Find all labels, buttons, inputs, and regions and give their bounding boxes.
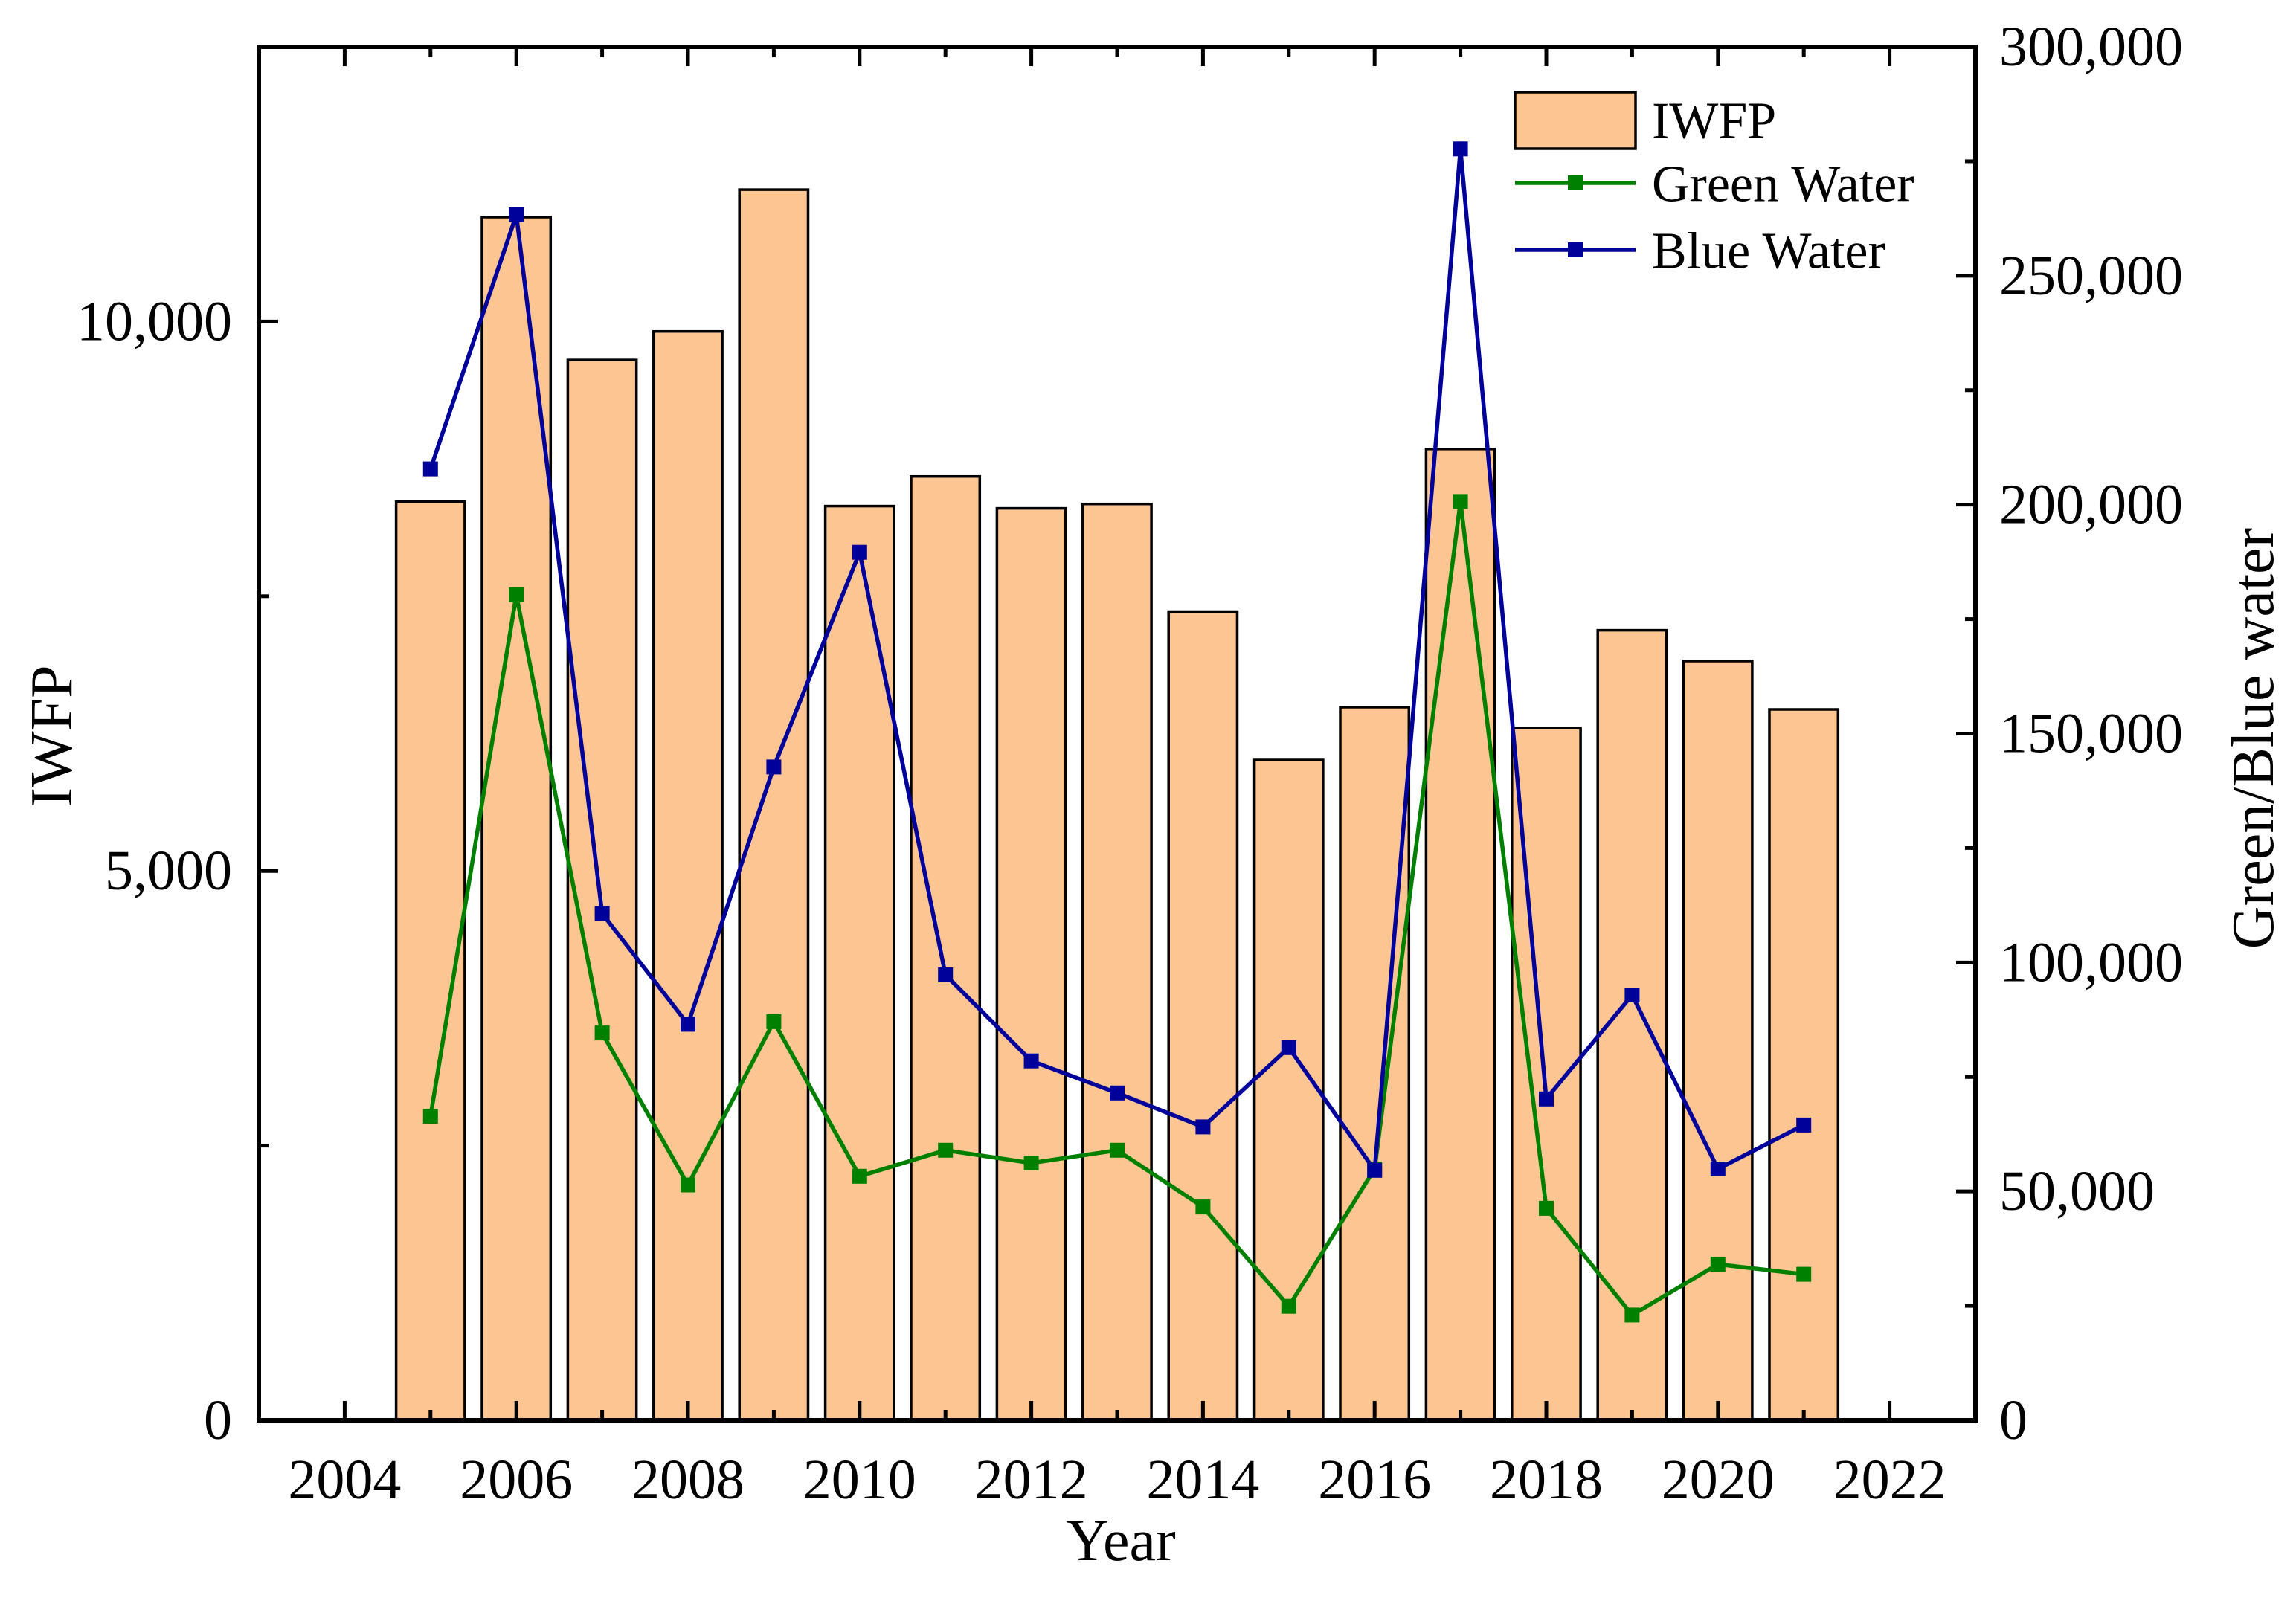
blue-water-point-2016 xyxy=(1367,1162,1383,1178)
green-water-point-2010 xyxy=(852,1168,867,1184)
blue-water-point-2010 xyxy=(852,544,867,560)
x-tick-label-2012: 2012 xyxy=(975,1449,1088,1511)
green-water-point-2012 xyxy=(1023,1156,1039,1170)
iwfp-bar-2010 xyxy=(823,504,895,1422)
blue-water-point-2005 xyxy=(422,461,438,477)
y2-tick-label-100000: 100,000 xyxy=(1999,931,2183,993)
blue-water-point-2012 xyxy=(1023,1053,1039,1069)
y-tick-label-10000: 10,000 xyxy=(77,290,232,352)
blue-water-point-2021 xyxy=(1796,1117,1812,1133)
green-water-point-2021 xyxy=(1796,1266,1812,1282)
iwfp-bar-2007 xyxy=(566,358,638,1422)
blue-water-point-2015 xyxy=(1281,1040,1296,1055)
blue-water-point-2008 xyxy=(681,1017,695,1032)
y2-tick-label-0: 0 xyxy=(1999,1389,2028,1452)
green-water-point-2008 xyxy=(681,1177,695,1193)
y2-tick-label-50000: 50,000 xyxy=(1999,1160,2155,1223)
iwfp-bar-2014 xyxy=(1167,610,1239,1422)
iwfp-bar-2017 xyxy=(1424,448,1496,1422)
y2-axis-title: Green/Blue water xyxy=(2221,528,2286,949)
y-tick-label-0: 0 xyxy=(204,1389,232,1452)
blue-water-point-2011 xyxy=(938,967,954,982)
green-water-point-2015 xyxy=(1281,1298,1296,1314)
green-water-point-2013 xyxy=(1110,1142,1125,1158)
x-tick-label-2006: 2006 xyxy=(460,1449,573,1511)
legend-label-green-water: Green Water xyxy=(1652,156,1914,213)
iwfp-bar-2013 xyxy=(1081,502,1153,1422)
y2-tick-label-150000: 150,000 xyxy=(1999,703,2183,765)
green-water-point-2017 xyxy=(1453,494,1468,509)
blue-water-point-2017 xyxy=(1453,141,1468,157)
green-water-point-2014 xyxy=(1195,1199,1211,1215)
water-lines xyxy=(422,141,1812,1323)
x-tick-label-2008: 2008 xyxy=(631,1449,745,1511)
blue-water-point-2013 xyxy=(1110,1085,1125,1101)
x-tick-label-2014: 2014 xyxy=(1146,1449,1259,1511)
tick-labels: 2004 2006 2008 2010 2012 2014 2016 2018 2020 2022… xyxy=(77,16,2183,1511)
x-tick-label-2018: 2018 xyxy=(1490,1449,1603,1511)
y2-tick-label-300000: 300,000 xyxy=(1999,16,2183,78)
iwfp-bars xyxy=(394,188,1840,1422)
iwfp-bar-2021 xyxy=(1768,708,1840,1422)
green-water-point-2006 xyxy=(509,587,524,602)
green-water-point-2011 xyxy=(938,1142,954,1158)
y-axis-title: IWFP xyxy=(19,665,85,807)
green-water-point-2020 xyxy=(1710,1257,1726,1272)
legend-item-blue-water: Blue Water xyxy=(1515,223,1885,280)
x-tick-label-2004: 2004 xyxy=(288,1449,401,1511)
legend-label-blue-water: Blue Water xyxy=(1652,223,1885,280)
green-water-point-2018 xyxy=(1539,1200,1554,1216)
x-tick-label-2022: 2022 xyxy=(1833,1449,1946,1511)
iwfp-bar-2020 xyxy=(1682,660,1754,1422)
legend-item-green-water: Green Water xyxy=(1515,156,1914,213)
iwfp-bar-2009 xyxy=(738,188,810,1422)
y-tick-label-5000: 5,000 xyxy=(105,840,232,902)
iwfp-bar-2016 xyxy=(1339,706,1411,1422)
blue-water-point-2009 xyxy=(766,759,782,775)
legend-marker-green-water xyxy=(1568,175,1583,190)
x-tick-label-2016: 2016 xyxy=(1318,1449,1431,1511)
x-axis-title: Year xyxy=(1066,1508,1175,1574)
legend-swatch-iwfp xyxy=(1514,91,1637,150)
y2-tick-label-200000: 200,000 xyxy=(1999,474,2183,536)
blue-water-point-2014 xyxy=(1195,1119,1211,1135)
legend-marker-blue-water xyxy=(1568,242,1583,257)
blue-water-point-2018 xyxy=(1539,1091,1554,1107)
iwfp-bar-2011 xyxy=(910,474,982,1422)
blue-water-point-2020 xyxy=(1710,1162,1726,1176)
blue-water-point-2006 xyxy=(509,207,524,222)
iwfp-bar-2008 xyxy=(652,329,724,1422)
legend: IWFP Green Water Blue Water xyxy=(1514,91,1914,280)
blue-water-point-2019 xyxy=(1624,988,1640,1002)
x-tick-label-2010: 2010 xyxy=(803,1449,916,1511)
legend-item-iwfp: IWFP xyxy=(1514,91,1776,150)
y2-tick-label-250000: 250,000 xyxy=(1999,245,2183,307)
legend-label-iwfp: IWFP xyxy=(1652,93,1776,150)
iwfp-bar-2012 xyxy=(995,506,1067,1422)
green-water-point-2009 xyxy=(766,1014,782,1029)
green-water-point-2019 xyxy=(1624,1307,1640,1323)
green-water-point-2007 xyxy=(594,1025,610,1041)
blue-water-point-2007 xyxy=(594,906,610,921)
iwfp-bar-2015 xyxy=(1252,758,1325,1422)
axes xyxy=(257,45,1978,1423)
green-water-point-2005 xyxy=(422,1109,438,1124)
iwfp-bar-2005 xyxy=(394,500,466,1422)
x-tick-label-2020: 2020 xyxy=(1662,1449,1775,1511)
